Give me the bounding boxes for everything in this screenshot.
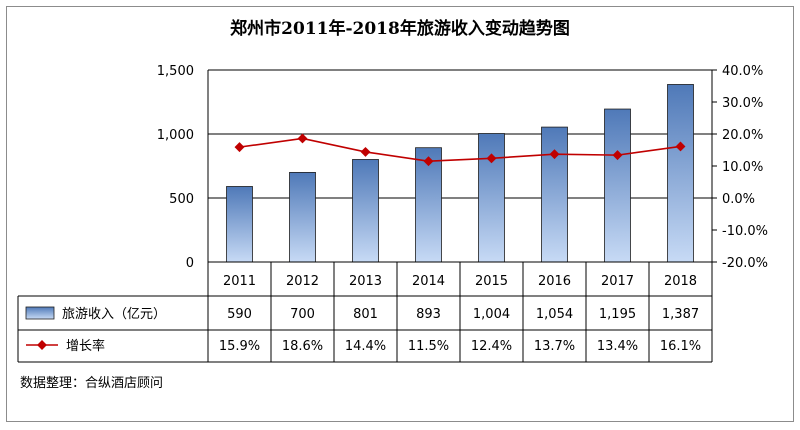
data-label-growth: 18.6% [282,339,323,354]
data-label-growth: 14.4% [345,339,386,354]
bar-2012 [289,171,316,263]
data-label-revenue: 590 [227,307,252,322]
growth-point-2011 [234,142,245,153]
growth-point-2012 [297,133,308,144]
y-right-tick-label: 40.0% [722,64,763,79]
data-label-revenue: 1,004 [473,307,510,322]
x-tick-label: 2018 [664,274,697,289]
x-tick-label: 2016 [538,274,571,289]
y-right-tick-label: -10.0% [722,224,768,239]
growth-line [239,137,681,163]
y-right-tick-label: 10.0% [722,160,763,175]
data-label-revenue: 1,387 [662,307,699,322]
data-label-growth: 11.5% [408,339,449,354]
bar-2013 [352,159,379,263]
source-note: 数据整理：合纵酒店顾问 [20,376,164,391]
legend-bar-label: 旅游收入（亿元） [62,307,166,322]
bar-2018 [667,84,694,263]
y-left-tick-label: 0 [186,256,194,271]
growth-point-2013 [360,146,371,157]
x-tick-label: 2012 [286,274,319,289]
y-left-tick-label: 1,500 [157,64,194,79]
data-label-revenue: 1,054 [536,307,573,322]
data-label-revenue: 893 [416,307,441,322]
data-label-revenue: 1,195 [599,307,636,322]
y-right-tick-label: 20.0% [722,128,763,143]
growth-point-2018 [675,141,686,152]
x-tick-label: 2013 [349,274,382,289]
growth-point-2015 [486,153,497,164]
chart-title: 郑州市2011年-2018年旅游收入变动趋势图 [230,18,570,39]
x-tick-label: 2015 [475,274,508,289]
growth-point-2014 [423,156,434,167]
legend-line-marker [37,340,47,350]
x-tick-label: 2014 [412,274,445,289]
y-right-tick-label: -20.0% [722,256,768,271]
legend-line-label: 增长率 [66,338,105,354]
data-label-revenue: 801 [353,307,378,322]
bar-2017 [604,108,631,263]
growth-point-2016 [549,149,560,160]
legend-bar-swatch [25,306,55,320]
data-label-growth: 13.7% [534,339,575,354]
bar-2011 [226,186,253,263]
data-label-revenue: 700 [290,307,315,322]
bar-2015 [478,133,505,263]
bar-2016 [541,126,568,263]
x-tick-label: 2017 [601,274,634,289]
y-left-tick-label: 500 [169,192,194,207]
data-label-growth: 16.1% [660,339,701,354]
growth-point-2017 [612,150,623,161]
data-label-growth: 13.4% [597,339,638,354]
x-tick-label: 2011 [223,274,256,289]
chart-frame [6,6,794,422]
data-label-growth: 12.4% [471,339,512,354]
y-right-tick-label: 0.0% [722,192,755,207]
y-right-tick-label: 30.0% [722,96,763,111]
y-left-tick-label: 1,000 [157,128,194,143]
data-label-growth: 15.9% [219,339,260,354]
